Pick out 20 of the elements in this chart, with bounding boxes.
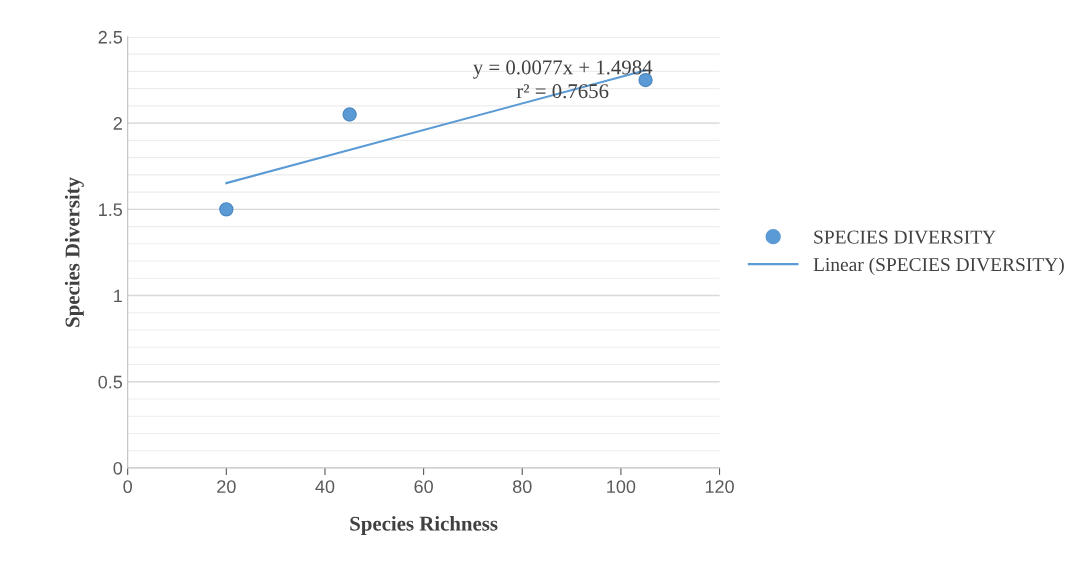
y-tick-label: 0.5: [98, 375, 123, 389]
y-axis-title: Species Diversity: [64, 177, 84, 327]
point: [342, 107, 357, 122]
x-tick-label: 60: [414, 480, 433, 494]
x-tick-label: 40: [315, 480, 335, 494]
annotation: y = 0.0077x + 1.4984: [473, 60, 653, 79]
x-tick-label: 80: [512, 480, 532, 494]
x-tick-label: 20: [217, 480, 236, 494]
y-tick-label: 2: [113, 117, 122, 130]
point: [219, 202, 234, 217]
y-tick-label: 1: [114, 289, 122, 303]
y-tick-label: 2.5: [98, 30, 123, 44]
y-tick-label: 1.5: [99, 203, 123, 217]
legend-label: SPECIES DIVERSITY: [814, 230, 996, 244]
x-tick-label: 100: [607, 480, 636, 494]
x-tick-label: 120: [705, 480, 734, 494]
x-axis-title: Species Richness: [350, 516, 498, 535]
x-tick-label: 0: [123, 480, 132, 494]
y-tick-label: 0: [113, 461, 123, 475]
legend-label: Linear (SPECIES DIVERSITY): [813, 257, 1064, 276]
